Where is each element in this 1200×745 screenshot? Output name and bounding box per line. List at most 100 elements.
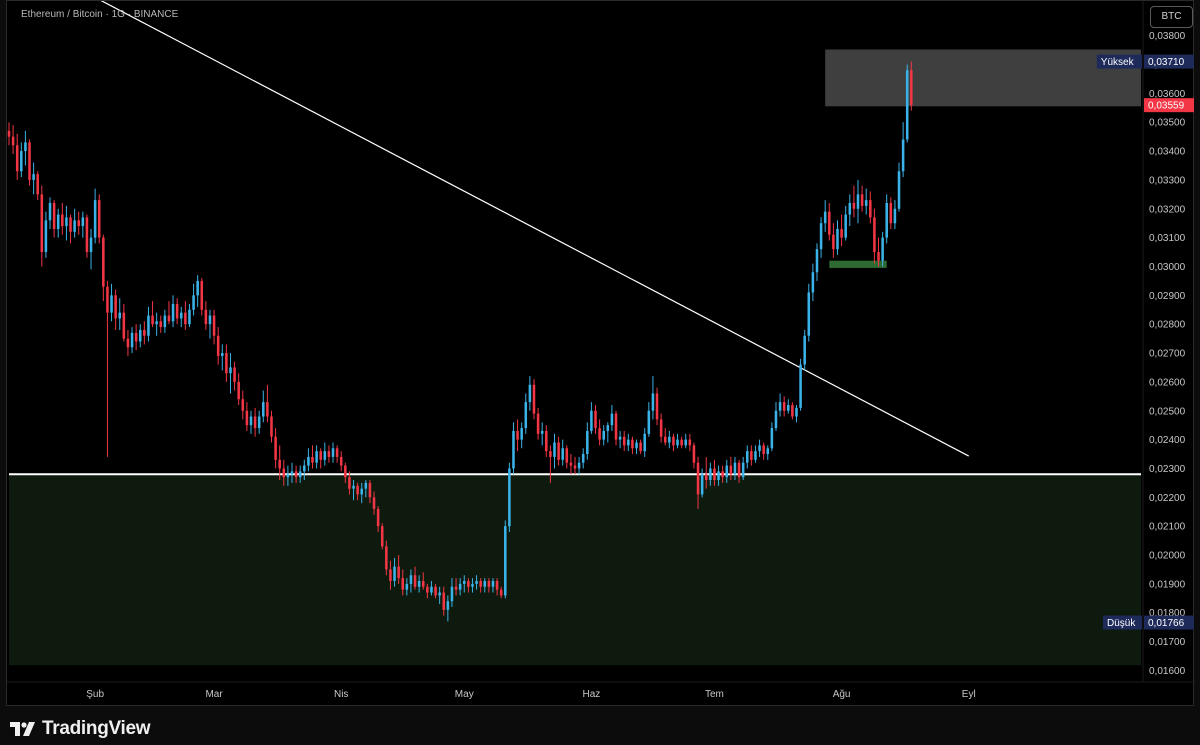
candle[interactable] <box>179 312 183 319</box>
candle[interactable] <box>471 583 474 587</box>
candle[interactable] <box>106 286 109 313</box>
candle[interactable] <box>766 448 770 455</box>
candle[interactable] <box>270 416 273 437</box>
candle[interactable] <box>110 295 113 313</box>
candle[interactable] <box>155 321 158 325</box>
resistance-zone[interactable] <box>825 49 1141 107</box>
candle[interactable] <box>569 462 573 466</box>
candle[interactable] <box>356 485 359 495</box>
candle[interactable] <box>586 430 589 455</box>
candle[interactable] <box>253 416 257 429</box>
candle[interactable] <box>274 436 277 460</box>
candle[interactable] <box>725 465 729 478</box>
candle[interactable] <box>262 402 265 417</box>
candle[interactable] <box>717 471 720 481</box>
candle[interactable] <box>807 292 811 336</box>
candle[interactable] <box>11 136 15 146</box>
candle[interactable] <box>352 485 355 489</box>
candle[interactable] <box>577 462 581 469</box>
candle[interactable] <box>245 410 249 426</box>
candle[interactable] <box>192 295 195 310</box>
candle[interactable] <box>540 430 544 434</box>
candle[interactable] <box>721 471 724 478</box>
candle[interactable] <box>118 312 122 319</box>
candle[interactable] <box>122 312 126 339</box>
candle[interactable] <box>873 217 876 253</box>
candle[interactable] <box>610 413 614 426</box>
candle[interactable] <box>163 315 167 328</box>
candle[interactable] <box>138 329 142 342</box>
candle[interactable] <box>815 249 819 273</box>
candle[interactable] <box>311 456 314 463</box>
candle[interactable] <box>729 465 733 475</box>
candle[interactable] <box>286 474 290 478</box>
candle[interactable] <box>249 416 253 426</box>
candle[interactable] <box>852 202 856 209</box>
candle[interactable] <box>803 335 806 365</box>
candle[interactable] <box>635 442 638 449</box>
candle[interactable] <box>528 384 532 403</box>
candle[interactable] <box>327 451 331 457</box>
candle[interactable] <box>627 439 630 446</box>
candle[interactable] <box>758 445 761 452</box>
candle[interactable] <box>401 578 405 590</box>
tradingview-logo[interactable]: TradingView <box>10 718 151 740</box>
candle[interactable] <box>134 332 138 342</box>
candle[interactable] <box>52 202 56 229</box>
candle[interactable] <box>836 228 839 250</box>
candle[interactable] <box>532 384 536 414</box>
candle[interactable] <box>257 416 261 429</box>
candle[interactable] <box>663 436 667 443</box>
candle[interactable] <box>442 592 446 610</box>
candle[interactable] <box>221 353 224 356</box>
candle[interactable] <box>212 315 216 336</box>
candle[interactable] <box>73 220 76 232</box>
candle[interactable] <box>869 200 872 218</box>
candle[interactable] <box>364 482 368 489</box>
candle[interactable] <box>512 430 515 469</box>
candle[interactable] <box>143 329 146 336</box>
candle[interactable] <box>713 468 716 481</box>
candle[interactable] <box>15 145 19 172</box>
candle[interactable] <box>335 448 339 457</box>
candle[interactable] <box>319 451 322 460</box>
candle[interactable] <box>561 448 564 460</box>
candle[interactable] <box>413 575 417 587</box>
candle[interactable] <box>339 456 343 466</box>
candle[interactable] <box>897 171 901 209</box>
candle[interactable] <box>823 211 827 224</box>
candle[interactable] <box>348 477 351 489</box>
candle[interactable] <box>590 410 593 431</box>
candle[interactable] <box>323 451 327 460</box>
candle[interactable] <box>385 546 388 570</box>
candle[interactable] <box>196 280 199 296</box>
candle[interactable] <box>430 586 433 593</box>
candle[interactable] <box>549 451 552 457</box>
candle[interactable] <box>778 402 782 411</box>
trendline[interactable] <box>62 1 970 457</box>
candle[interactable] <box>581 454 585 463</box>
candle[interactable] <box>647 410 651 434</box>
candle[interactable] <box>545 430 548 452</box>
candle[interactable] <box>278 459 281 469</box>
candle[interactable] <box>380 526 384 547</box>
candle[interactable] <box>524 402 528 429</box>
candle[interactable] <box>508 468 511 527</box>
candle[interactable] <box>696 462 700 495</box>
candle[interactable] <box>750 451 753 460</box>
candle[interactable] <box>741 462 745 478</box>
candle[interactable] <box>799 364 802 408</box>
candle[interactable] <box>864 200 868 206</box>
candle[interactable] <box>61 214 64 227</box>
candle[interactable] <box>77 220 80 227</box>
candle[interactable] <box>848 202 852 215</box>
candle[interactable] <box>910 70 913 106</box>
candle[interactable] <box>791 404 794 417</box>
candle[interactable] <box>516 430 519 440</box>
candle[interactable] <box>393 566 396 582</box>
candle[interactable] <box>151 315 154 325</box>
candle[interactable] <box>20 151 23 172</box>
candle[interactable] <box>787 404 790 411</box>
candle[interactable] <box>520 428 523 440</box>
candle[interactable] <box>290 471 294 475</box>
